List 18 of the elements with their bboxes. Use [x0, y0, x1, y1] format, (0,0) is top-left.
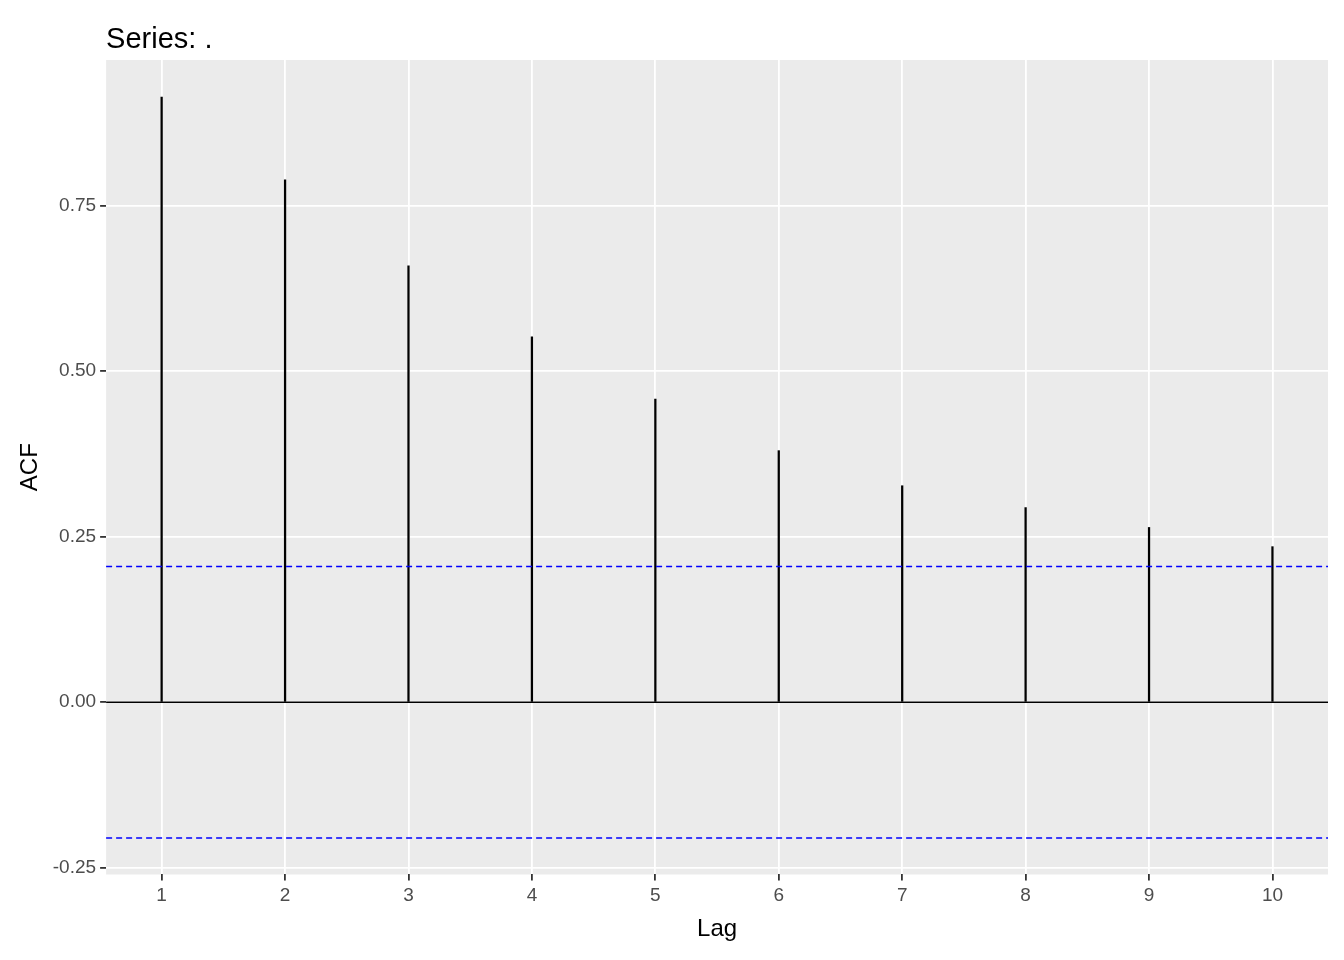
- x-tick-label: 5: [650, 884, 661, 906]
- y-tick-label: -0.25: [52, 856, 97, 878]
- y-tick-label: 0.50: [59, 359, 97, 381]
- y-tick-label: 0.25: [59, 524, 97, 546]
- x-tick-label: 10: [1261, 884, 1284, 906]
- x-tick-label: 4: [526, 884, 538, 906]
- x-tick-label: 3: [403, 884, 414, 906]
- x-tick-label: 8: [1020, 884, 1031, 906]
- x-tick-label: 9: [1143, 884, 1155, 906]
- x-axis-title: Lag: [697, 914, 738, 942]
- x-tick-label: 7: [896, 884, 908, 906]
- x-tick-label: 2: [279, 884, 291, 906]
- chart-title: Series: .: [106, 22, 213, 54]
- y-tick-label: 0.75: [59, 193, 97, 215]
- x-tick-label: 1: [156, 884, 167, 906]
- x-tick-label: 6: [773, 884, 785, 906]
- y-axis-title: ACF: [15, 443, 43, 492]
- y-tick-label: 0.00: [59, 690, 97, 712]
